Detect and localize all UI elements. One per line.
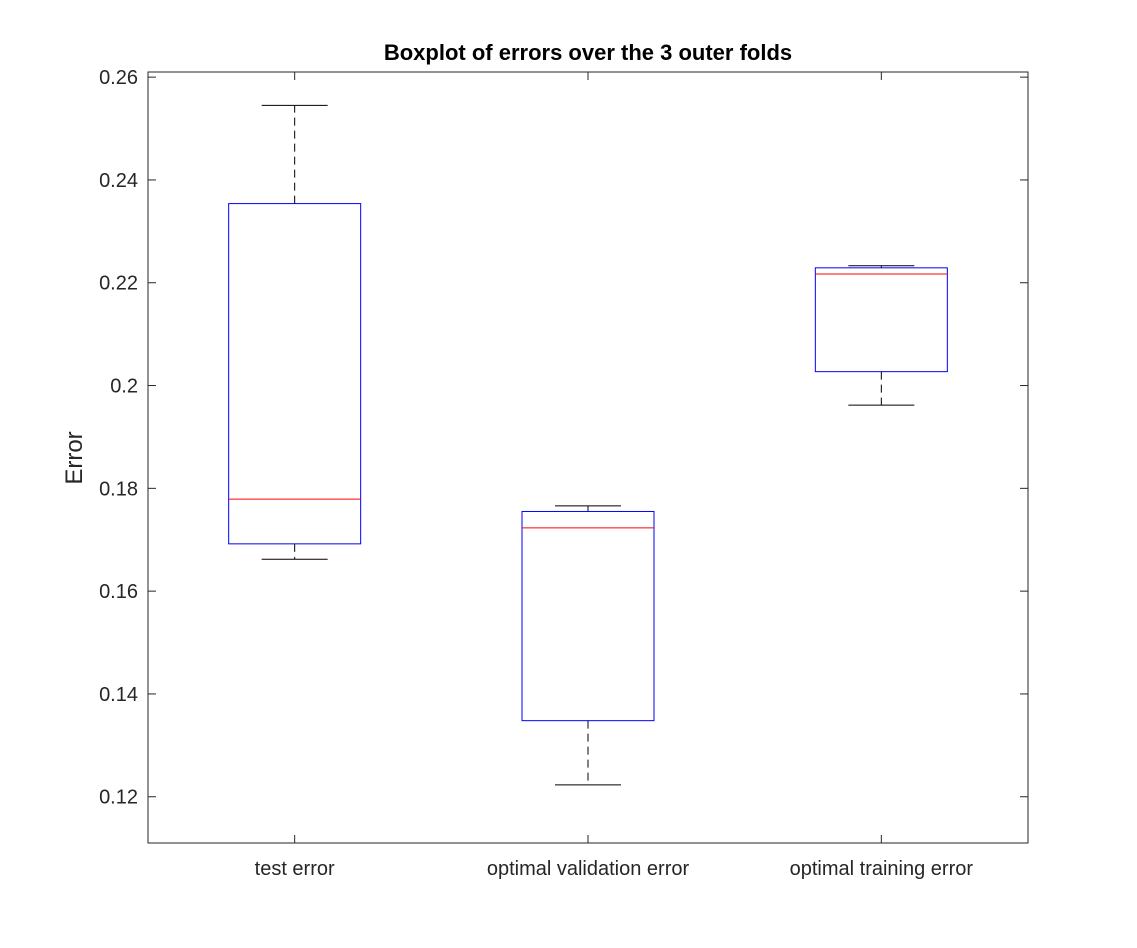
y-axis-label: Error [61,431,88,484]
y-tick-label: 0.26 [99,67,138,89]
y-tick-label: 0.22 [99,273,138,295]
plot-area: 0.12 0.14 0.16 0.18 0.2 0.22 0.24 0.26 test erro… [99,67,1029,880]
box-iqr [814,267,948,373]
y-tick-label: 0.2 [110,376,138,398]
y-tick-label: 0.24 [99,170,138,192]
x-category-label: optimal validation error [487,858,690,880]
y-tick-label: 0.16 [99,581,138,603]
chart-title: Boxplot of errors over the 3 outer folds [384,40,792,65]
y-tick-label: 0.18 [99,478,138,500]
y-tick-label: 0.14 [99,684,138,706]
x-category-label: optimal training error [790,858,974,880]
y-tick-label: 0.12 [99,787,138,809]
box-iqr [521,510,655,722]
box-iqr [228,203,362,545]
x-category-label: test error [255,858,335,880]
